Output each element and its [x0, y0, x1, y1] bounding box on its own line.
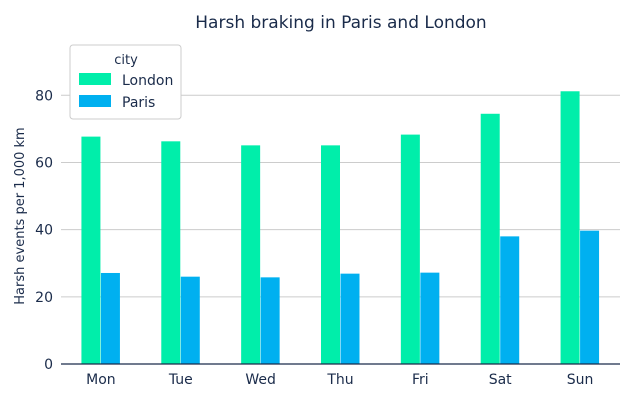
bar-paris-sun — [580, 230, 600, 364]
y-tick-label: 80 — [35, 88, 53, 104]
x-tick-label: Mon — [86, 372, 116, 388]
y-tick-label: 20 — [35, 290, 53, 306]
y-tick-label: 60 — [35, 155, 53, 171]
bar-london-thu — [321, 145, 340, 364]
bar-paris-wed — [260, 277, 280, 364]
bar-london-sat — [480, 113, 500, 364]
x-tick-label: Sun — [567, 372, 594, 388]
x-tick-label: Fri — [412, 372, 429, 388]
bar-london-wed — [241, 145, 261, 364]
bar-paris-mon — [100, 272, 120, 364]
x-tick-label: Thu — [326, 372, 353, 388]
legend: city London Paris — [69, 44, 182, 120]
gridlines — [61, 94, 620, 298]
bars — [81, 91, 600, 364]
x-tick-labels: Mon Tue Wed Thu Fri Sat Sun — [86, 372, 593, 388]
bar-paris-tue — [180, 276, 200, 364]
bar-paris-fri — [420, 272, 440, 364]
bar-london-fri — [400, 134, 420, 364]
x-tick-label: Wed — [245, 372, 276, 388]
legend-items: London Paris — [79, 73, 173, 111]
legend-label-london: London — [122, 73, 173, 89]
x-tick-label: Tue — [168, 372, 193, 388]
y-tick-labels: 0 20 40 60 80 — [35, 88, 53, 373]
bar-london-mon — [81, 136, 101, 364]
y-tick-label: 40 — [35, 223, 53, 239]
legend-title: city — [114, 53, 138, 68]
x-tick-label: Sat — [489, 372, 512, 388]
bar-paris-thu — [340, 273, 360, 364]
y-tick-label: 0 — [44, 357, 53, 373]
chart-title: Harsh braking in Paris and London — [195, 13, 486, 33]
legend-swatch-paris — [79, 95, 111, 107]
bar-london-tue — [161, 141, 181, 364]
y-axis-label: Harsh events per 1,000 km — [13, 127, 28, 304]
legend-swatch-london — [79, 73, 111, 85]
bar-paris-sat — [500, 236, 520, 364]
legend-label-paris: Paris — [122, 95, 155, 111]
bar-london-sun — [560, 91, 580, 364]
